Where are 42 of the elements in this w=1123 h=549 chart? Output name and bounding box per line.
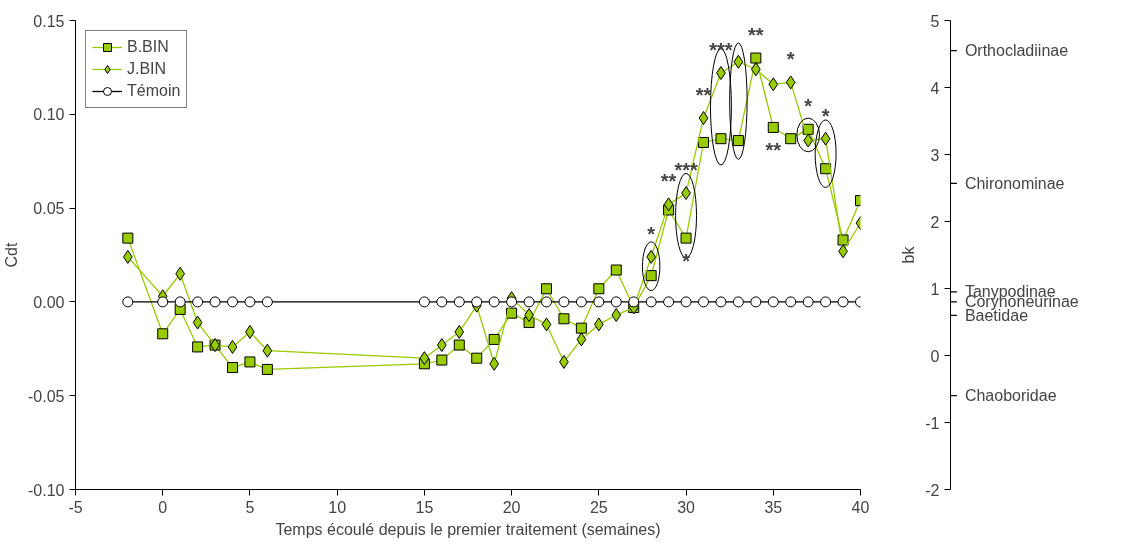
x-tick-label: 0 xyxy=(158,498,168,516)
x-tick-label: 35 xyxy=(764,498,783,516)
annotation: ** xyxy=(748,24,764,47)
annotation: *** xyxy=(709,39,733,62)
x-tick-label: -5 xyxy=(68,498,83,516)
annotation: * xyxy=(647,222,656,245)
y2-tick-label: 0 xyxy=(930,347,940,365)
x-tick-label: 20 xyxy=(502,498,521,516)
annotation: ** xyxy=(765,139,782,162)
y2-tick-label: 3 xyxy=(930,146,940,164)
legend-label: B.BIN xyxy=(127,38,169,56)
x-tick-label: 40 xyxy=(851,498,870,516)
y2-tick-label: -2 xyxy=(925,481,940,499)
y-tick-label: 0.15 xyxy=(33,12,65,30)
x-tick-label: 15 xyxy=(415,498,434,516)
y-axis-title: Cdt xyxy=(3,242,21,268)
y2-tick-label: 2 xyxy=(930,213,940,231)
ref-line-label: Orthocladiinae xyxy=(964,42,1069,60)
y-tick-label: -0.05 xyxy=(28,387,65,405)
y2-tick-label: 1 xyxy=(930,280,940,298)
y-tick-label: 0.05 xyxy=(33,200,65,218)
y-tick-label: 0.00 xyxy=(33,293,65,311)
legend-label: Témoin xyxy=(127,82,181,100)
y2-tick-label: 4 xyxy=(930,79,940,97)
x-tick-label: 30 xyxy=(677,498,696,516)
y-tick-label: 0.10 xyxy=(33,106,65,124)
x-axis-title: Temps écoulé depuis le premier traitement (semaines) xyxy=(275,520,661,538)
annotation: * xyxy=(786,48,795,71)
y2-tick-label: -1 xyxy=(925,414,940,432)
annotation: ** xyxy=(660,170,677,193)
ref-line-label: Chaoboridae xyxy=(964,387,1057,405)
y2-axis-title: bk xyxy=(900,245,918,264)
annotation: * xyxy=(682,250,691,273)
y2-tick-label: 5 xyxy=(930,12,940,30)
legend-label: J.BIN xyxy=(127,60,167,78)
y-tick-label: -0.10 xyxy=(28,481,65,499)
x-tick-label: 5 xyxy=(245,498,255,516)
x-tick-label: 25 xyxy=(589,498,608,516)
ref-line-label: Chironominae xyxy=(964,174,1065,192)
x-tick-label: 10 xyxy=(328,498,347,516)
annotation: * xyxy=(804,95,813,118)
annotation: * xyxy=(821,104,830,127)
